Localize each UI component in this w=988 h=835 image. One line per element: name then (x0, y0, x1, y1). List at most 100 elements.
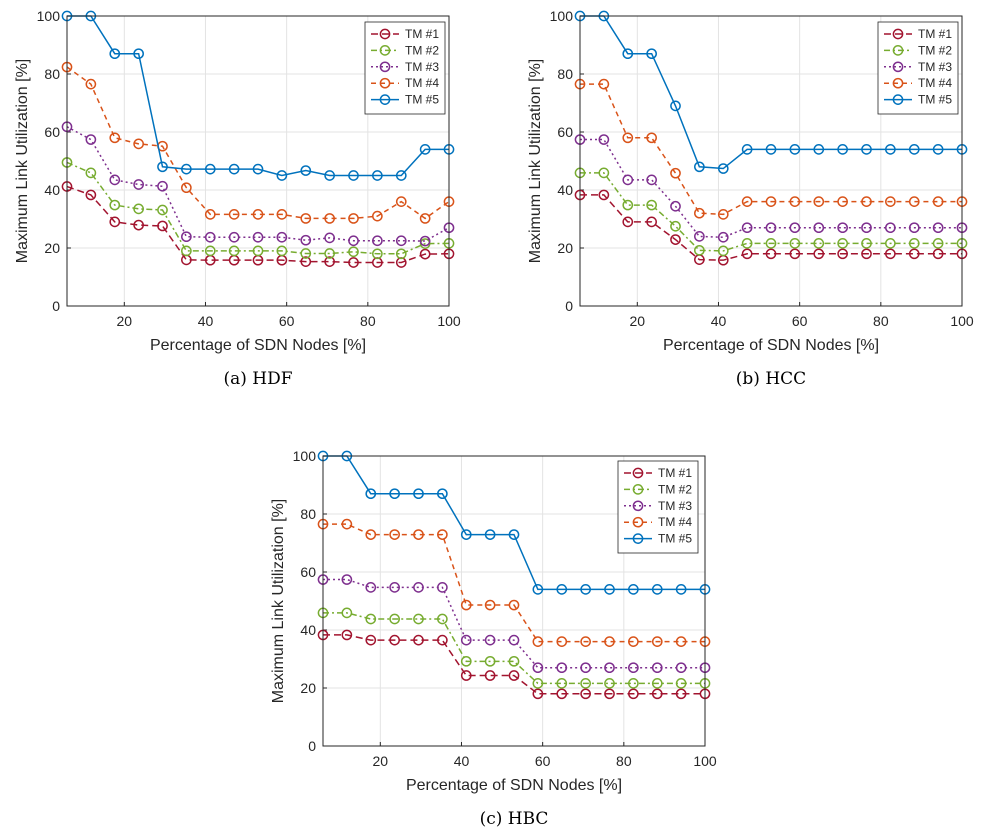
legend-label: TM #4 (658, 515, 692, 529)
data-point (885, 196, 896, 207)
series-2 (317, 607, 711, 689)
data-point (789, 196, 801, 207)
data-point (300, 234, 312, 246)
series-2 (61, 157, 455, 260)
data-point (908, 196, 920, 207)
x-tick-label: 100 (950, 313, 974, 329)
y-axis-label: Maximum Link Utilization [%] (527, 59, 544, 264)
series-1 (317, 629, 711, 700)
y-axis-label: Maximum Link Utilization [%] (14, 59, 31, 264)
legend-swatch-marker (632, 533, 644, 544)
data-point (252, 163, 264, 175)
data-point (395, 235, 407, 247)
chart-2: 20 40 60 80 100 0 20 40 60 80 100 Percentage of SDN… (527, 8, 974, 389)
data-point (484, 670, 496, 681)
legend-label: TM #4 (918, 76, 952, 90)
legend-label: TM #4 (405, 76, 439, 90)
data-point (837, 222, 848, 234)
data-point (861, 196, 872, 207)
series-line (580, 83, 962, 216)
data-point (556, 678, 568, 689)
legend-box (877, 21, 959, 115)
x-axis-label: Percentage of SDN Nodes [%] (150, 337, 366, 354)
data-point (460, 670, 472, 681)
x-tick-label: 40 (198, 313, 214, 329)
data-point (580, 636, 591, 647)
x-tick-label: 100 (693, 753, 717, 769)
data-point (908, 222, 920, 234)
plot-frame (322, 455, 706, 747)
data-point (789, 238, 801, 249)
legend-swatch-marker (379, 61, 391, 73)
data-point (765, 248, 777, 260)
data-point (717, 163, 729, 174)
data-point (789, 144, 801, 155)
subfigure-caption: (c) HBC (480, 809, 549, 829)
data-point (276, 209, 288, 220)
data-point (580, 584, 591, 595)
data-point (157, 204, 168, 216)
data-point (765, 196, 777, 207)
legend-label: TM #2 (918, 43, 952, 57)
data-point (484, 599, 496, 611)
data-point (276, 231, 288, 243)
data-point (532, 688, 544, 700)
data-point (908, 238, 920, 249)
data-point (813, 144, 825, 155)
data-point (908, 144, 920, 155)
data-point (646, 216, 657, 228)
data-point (651, 584, 663, 595)
x-tick-label: 60 (792, 313, 808, 329)
data-point (157, 161, 168, 173)
y-tick-label: 40 (44, 182, 60, 198)
data-point (348, 246, 359, 258)
data-point (395, 248, 407, 260)
data-point (837, 144, 848, 155)
data-point (580, 688, 591, 700)
data-point (675, 584, 687, 595)
data-point (228, 163, 240, 175)
y-tick-label: 0 (308, 738, 316, 754)
data-point (651, 662, 663, 674)
legend-swatch-marker (632, 516, 644, 528)
legend-label: TM #5 (658, 532, 692, 546)
data-point (276, 245, 288, 257)
series-line (580, 15, 962, 170)
data-point (670, 234, 681, 245)
data-point (109, 216, 121, 228)
data-point (670, 100, 681, 112)
series-line (66, 66, 450, 220)
data-point (694, 161, 705, 173)
data-point (813, 248, 825, 260)
data-point (133, 138, 144, 150)
data-point (419, 144, 431, 155)
data-point (133, 203, 144, 215)
y-axis-label: Maximum Link Utilization [%] (270, 499, 287, 704)
data-point (598, 78, 610, 90)
data-point (885, 238, 896, 249)
data-point (646, 199, 657, 211)
data-point (460, 529, 472, 540)
legend-swatch-marker (632, 500, 644, 512)
x-tick-label: 20 (373, 753, 389, 769)
y-tick-label: 20 (300, 680, 316, 696)
data-point (628, 584, 639, 595)
series-line (323, 578, 705, 669)
data-point (789, 248, 801, 260)
data-point (628, 678, 639, 689)
legend-label: TM #3 (658, 499, 692, 513)
data-point (813, 222, 825, 234)
data-point (646, 48, 657, 60)
data-point (604, 662, 615, 674)
data-point (365, 613, 377, 625)
legend-swatch-marker (892, 61, 904, 73)
data-point (341, 607, 353, 619)
data-point (413, 613, 424, 625)
legend-swatch-marker (379, 45, 391, 56)
plot-frame (66, 15, 450, 307)
data-point (348, 213, 359, 224)
data-point (556, 584, 568, 595)
series-1 (61, 181, 455, 268)
data-point (628, 636, 639, 647)
data-point (675, 678, 687, 689)
